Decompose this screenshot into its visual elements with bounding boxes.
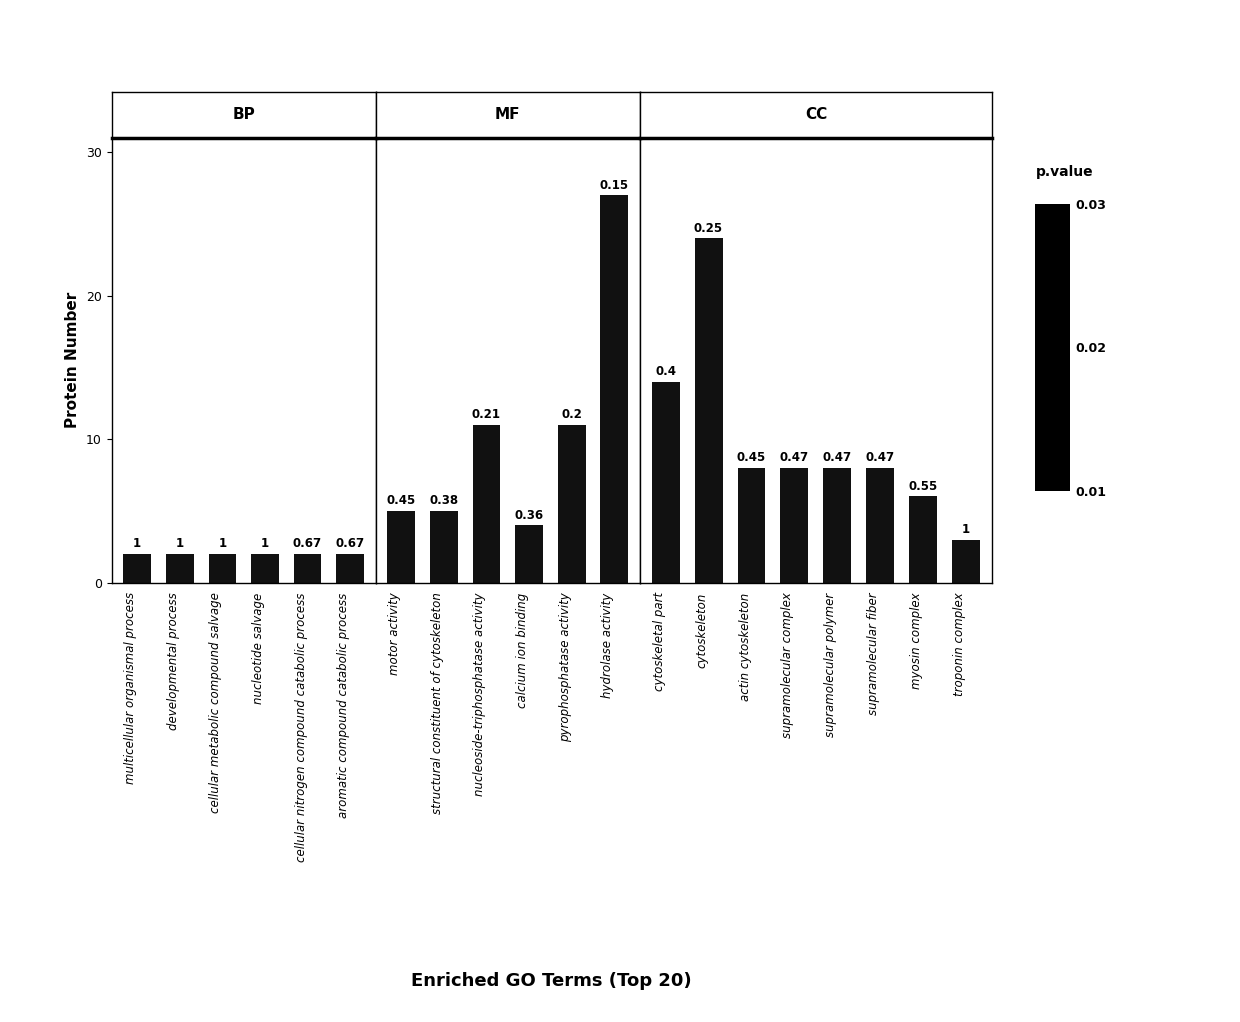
Bar [780, 468, 808, 583]
Bar [867, 468, 894, 583]
Text: 0.47: 0.47 [780, 452, 808, 464]
Text: 1: 1 [962, 523, 970, 536]
Text: 1: 1 [176, 538, 184, 550]
Bar [430, 511, 458, 583]
Text: Enriched GO Terms (Top 20): Enriched GO Terms (Top 20) [412, 972, 692, 990]
Bar [336, 554, 365, 583]
Text: MF: MF [495, 107, 521, 123]
Bar [600, 195, 629, 583]
Text: 0.67: 0.67 [336, 538, 365, 550]
Text: 0.55: 0.55 [909, 480, 937, 493]
Text: 0.2: 0.2 [562, 408, 582, 421]
Text: 0.47: 0.47 [866, 452, 895, 464]
Bar [909, 497, 937, 583]
Text: 1: 1 [260, 538, 269, 550]
Bar [208, 554, 236, 583]
Text: p.value: p.value [1035, 165, 1092, 179]
Bar [123, 554, 151, 583]
Text: 0.36: 0.36 [515, 509, 543, 521]
Text: 0.25: 0.25 [694, 222, 723, 235]
Text: 0.4: 0.4 [655, 365, 676, 378]
Text: BP: BP [232, 107, 255, 123]
Text: 1: 1 [133, 538, 141, 550]
Bar [694, 238, 723, 583]
Text: 0.38: 0.38 [429, 495, 459, 507]
Text: 0.21: 0.21 [472, 408, 501, 421]
Bar [294, 554, 321, 583]
Bar [472, 425, 500, 583]
Text: 0.15: 0.15 [600, 179, 629, 192]
Bar [387, 511, 415, 583]
Bar [738, 468, 765, 583]
Text: 0.45: 0.45 [387, 495, 415, 507]
Bar [252, 554, 279, 583]
Text: 0.47: 0.47 [823, 452, 852, 464]
Text: 0.67: 0.67 [293, 538, 322, 550]
Text: 1: 1 [218, 538, 227, 550]
Bar [516, 525, 543, 583]
Y-axis label: Protein Number: Protein Number [66, 292, 81, 428]
Text: CC: CC [805, 107, 827, 123]
Bar [558, 425, 585, 583]
Text: 0.45: 0.45 [737, 452, 766, 464]
Bar [823, 468, 852, 583]
Bar [166, 554, 193, 583]
Bar [952, 540, 980, 583]
Bar [652, 382, 680, 583]
